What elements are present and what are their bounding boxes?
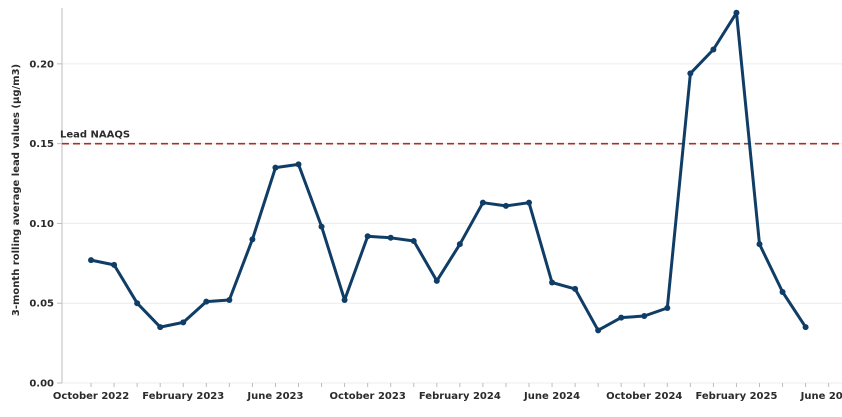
x-tick-label: February 2024 [419,391,501,402]
x-tick-label: October 2024 [606,391,682,402]
y-tick-label: 0.10 [29,219,54,230]
data-point [641,312,648,319]
data-point [802,324,809,331]
data-point [295,161,302,168]
x-axis-ticks: October 2022 February 2023 June 2023 Octobe… [53,383,842,402]
x-tick-label: February 2025 [695,391,777,402]
data-point [272,164,279,171]
data-point [710,46,717,53]
y-tick-label: 0.00 [29,379,54,390]
x-tick-label: February 2023 [142,391,224,402]
data-point [733,9,740,16]
reference-line-label: Lead NAAQS [60,130,130,141]
y-tick-label: 0.15 [29,139,54,150]
data-point [134,300,141,307]
data-point [549,279,556,286]
gridlines [62,63,842,384]
data-point [364,233,371,240]
data-point [410,237,417,244]
data-point [203,298,210,305]
y-axis-ticks: 0.00 0.05 0.10 0.15 0.20 [29,59,62,390]
data-point [157,324,164,331]
data-point [111,261,118,268]
x-tick-label: June 2024 [523,391,580,402]
reference-line-group: Lead NAAQS [60,130,842,145]
y-tick-label: 0.20 [29,59,54,70]
x-tick-label: June 2025 [800,391,842,402]
data-point [318,223,325,230]
y-tick-label: 0.05 [29,299,54,310]
x-tick-label: October 2023 [330,391,406,402]
data-point [249,236,256,243]
series-group [88,9,809,334]
data-point [756,241,763,248]
data-point [433,277,440,284]
data-point [387,234,394,241]
data-point [456,241,463,248]
data-point [226,297,233,304]
data-point [180,319,187,326]
data-point [479,199,486,206]
data-point [341,297,348,304]
x-tick-label: October 2022 [53,391,129,402]
data-point [572,285,579,292]
data-point [88,257,95,264]
data-point [526,199,532,206]
x-tick-label: June 2023 [246,391,303,402]
data-point [618,314,625,321]
series-line [89,11,808,332]
data-point [687,70,694,77]
data-point [664,305,671,311]
data-point [595,327,602,334]
y-axis-title: 3-month rolling average lead values (µg/… [11,64,22,316]
data-point [779,289,786,296]
data-point [502,202,509,209]
